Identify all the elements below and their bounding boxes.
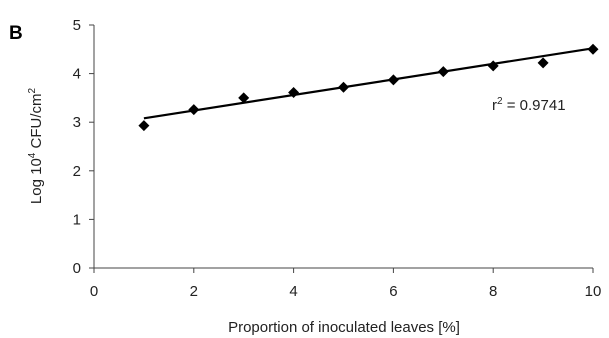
data-point bbox=[537, 57, 549, 69]
data-point bbox=[138, 120, 150, 132]
y-tick-label: 5 bbox=[73, 17, 81, 34]
data-point bbox=[487, 60, 499, 72]
panel-label: B bbox=[9, 23, 23, 44]
x-tick-label: 4 bbox=[289, 283, 297, 300]
y-tick-label: 4 bbox=[73, 66, 81, 83]
x-axis: 0 2 4 6 8 10 bbox=[90, 267, 602, 300]
x-axis-label: Proportion of inoculated leaves [%] bbox=[228, 319, 460, 336]
y-tick-label: 3 bbox=[73, 114, 81, 131]
x-tick-label: 0 bbox=[90, 283, 98, 300]
data-point bbox=[188, 104, 200, 116]
x-tick-label: 8 bbox=[489, 283, 497, 300]
data-point bbox=[288, 87, 300, 99]
x-tick-label: 6 bbox=[389, 283, 397, 300]
data-point bbox=[338, 81, 349, 93]
x-tick-label: 2 bbox=[190, 283, 198, 300]
y-tick-label: 0 bbox=[73, 260, 81, 277]
trendline bbox=[143, 47, 594, 120]
y-tick-label: 1 bbox=[73, 211, 81, 228]
data-point bbox=[387, 74, 399, 86]
x-tick-label: 10 bbox=[585, 283, 602, 300]
y-axis-label: Log 104 CFU/cm2 bbox=[27, 87, 45, 204]
data-point bbox=[587, 43, 599, 55]
y-axis: 0 1 2 3 4 5 bbox=[73, 17, 95, 277]
data-point bbox=[437, 66, 449, 78]
r-squared-annotation: r2 = 0.9741 bbox=[492, 96, 566, 114]
data-point bbox=[238, 92, 250, 104]
data-points bbox=[138, 43, 599, 132]
y-tick-label: 2 bbox=[73, 163, 81, 180]
trendline-group bbox=[143, 47, 594, 120]
